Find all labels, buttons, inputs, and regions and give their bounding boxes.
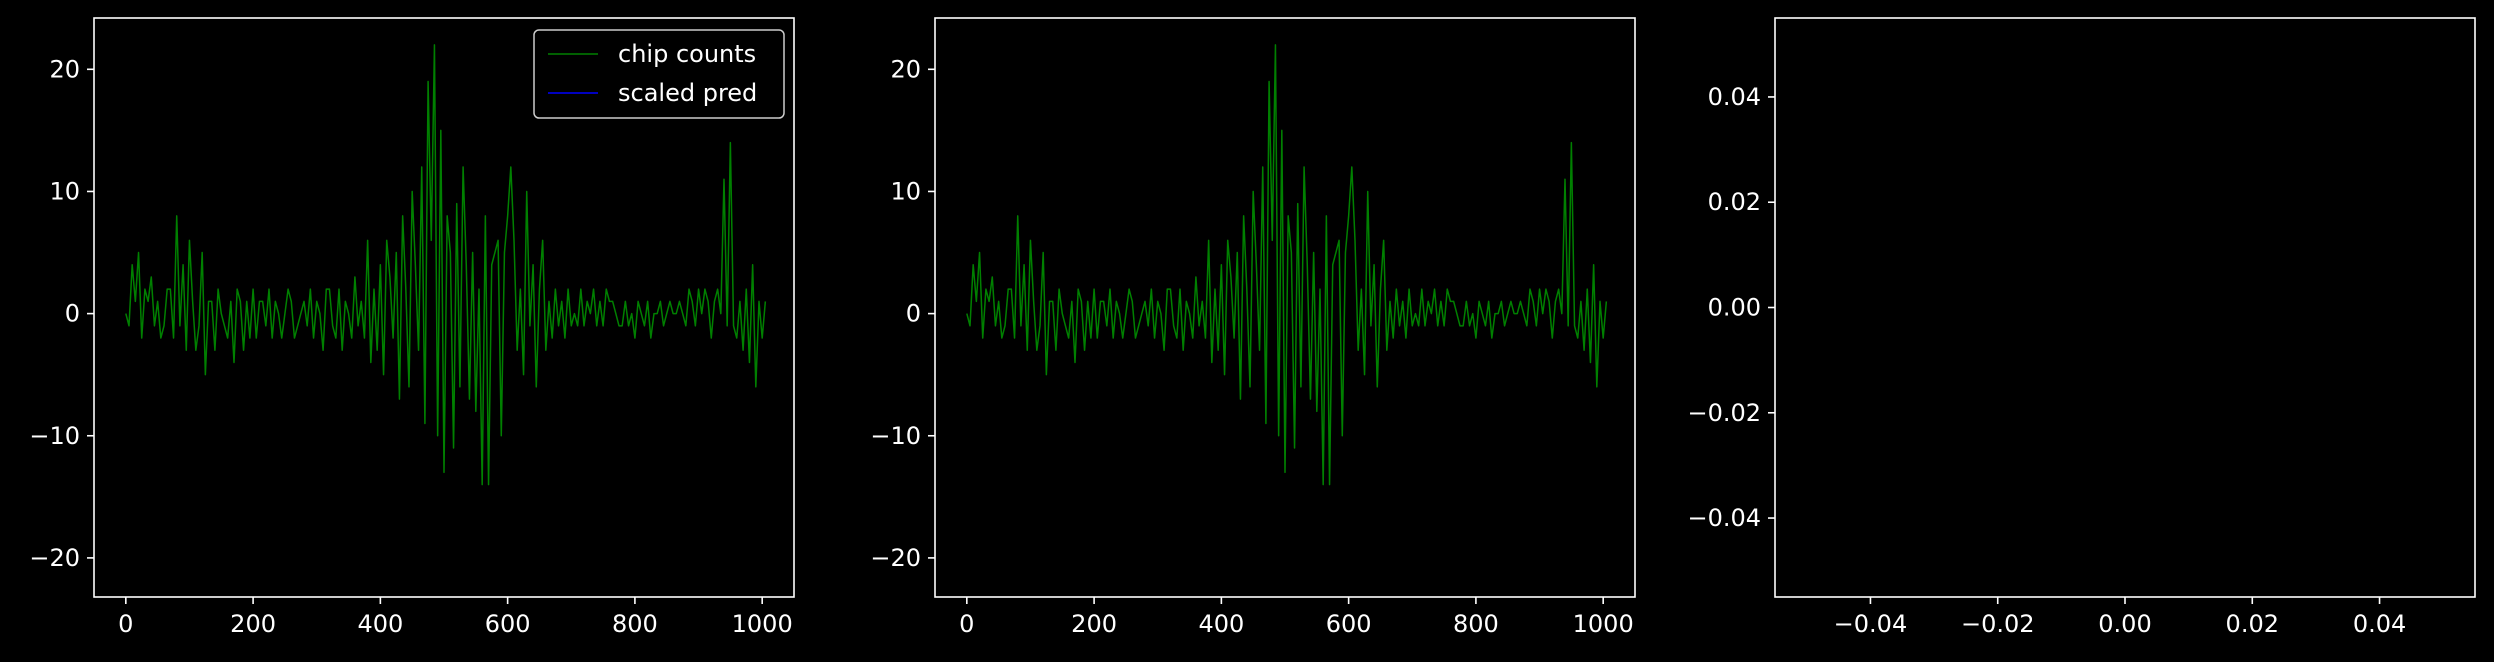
x-tick-label: 1000 (1573, 610, 1634, 638)
y-tick-label: 20 (890, 55, 921, 83)
y-tick-label: 0.00 (1708, 294, 1761, 322)
y-tick-label: −0.04 (1687, 504, 1761, 532)
y-tick-label: −20 (870, 544, 921, 572)
legend-box (533, 29, 785, 119)
x-tick-label: 800 (1453, 610, 1499, 638)
y-tick-label: 0.02 (1708, 188, 1761, 216)
chart-panel-2: 0 200 400 600 800 1000 −20 −10 0 10 20 (870, 17, 1636, 638)
y-tick-label: 10 (890, 177, 921, 205)
chart-panel-1: 0 200 400 600 800 1000 −20 −10 0 10 20 chip counts s… (29, 17, 795, 638)
x-tick-label: 0.02 (2226, 610, 2279, 638)
x-tick-label: −0.02 (1961, 610, 2035, 638)
y-tick-label: 10 (49, 177, 80, 205)
x-tick-label: 200 (230, 610, 276, 638)
x-tick-label: 0.00 (2098, 610, 2151, 638)
x-tick-label: 600 (1326, 610, 1372, 638)
y-tick-label: 0 (65, 300, 80, 328)
x-tick-label: 1000 (732, 610, 793, 638)
y-tick-label: 0.04 (1708, 83, 1761, 111)
x-tick-label: 400 (1198, 610, 1244, 638)
x-tick-label: 0 (959, 610, 974, 638)
legend-label: chip counts (618, 40, 756, 68)
y-tick-label: −10 (870, 422, 921, 450)
x-tick-label: 400 (357, 610, 403, 638)
y-tick-label: 20 (49, 55, 80, 83)
x-tick-label: 800 (612, 610, 658, 638)
y-tick-label: −20 (29, 544, 80, 572)
plot-area (935, 18, 1635, 597)
x-tick-label: 0 (118, 610, 133, 638)
x-tick-label: 0.04 (2353, 610, 2406, 638)
y-tick-label: −0.02 (1687, 399, 1761, 427)
legend-label: scaled pred (618, 79, 757, 107)
x-tick-label: 200 (1071, 610, 1117, 638)
legend: chip counts scaled pred (533, 29, 785, 119)
x-tick-label: 600 (485, 610, 531, 638)
series-line-1 (966, 44, 1608, 486)
chart-panel-3: −0.04 −0.02 0.00 0.02 0.04 −0.04 −0.02 0.00 0.02… (1687, 17, 2476, 638)
plot-area (1775, 18, 2475, 597)
y-tick-label: −10 (29, 422, 80, 450)
series-line-1 (125, 44, 767, 486)
axes-frame (934, 17, 1636, 598)
x-tick-label: −0.04 (1834, 610, 1908, 638)
y-tick-label: 0 (906, 300, 921, 328)
axes-frame (93, 17, 795, 598)
